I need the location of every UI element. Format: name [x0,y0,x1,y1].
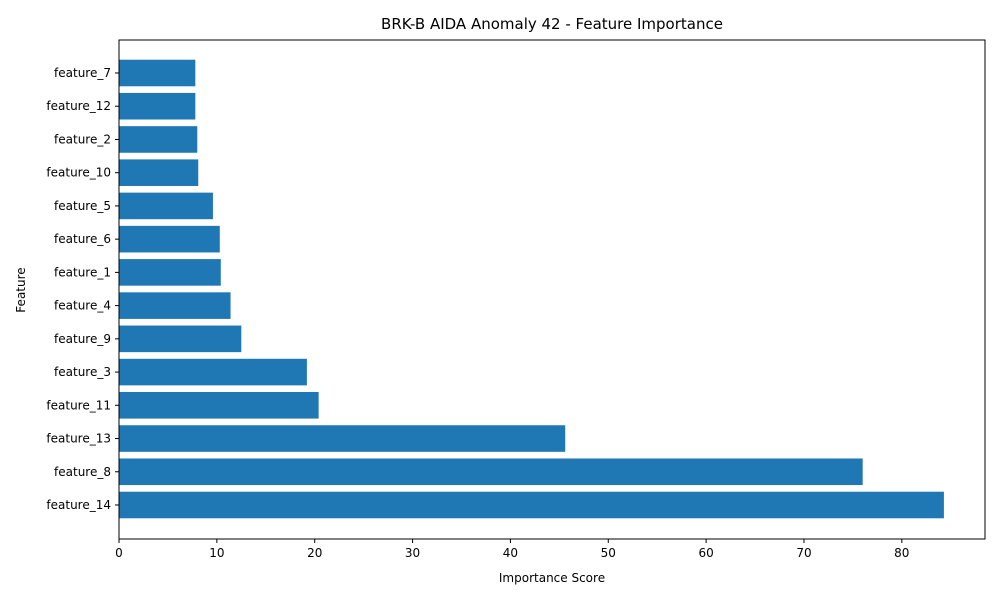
bar-feature-4 [119,292,231,319]
x-tick-label: 60 [698,546,713,560]
x-tick-label: 10 [209,546,224,560]
x-tick-label: 40 [503,546,518,560]
bar-feature-11 [119,392,319,419]
y-axis-label: Feature [14,267,28,312]
y-tick-label: feature_12 [46,99,111,113]
y-tick-label: feature_6 [54,232,111,246]
x-ticks-group: 0 10 20 30 40 50 60 70 80 [115,539,909,560]
x-tick-label: 20 [307,546,322,560]
x-axis-label: Importance Score [499,571,605,585]
plot-frame [118,39,986,540]
y-ticks-group: feature_14 feature_8 feature_13 feature_11 f… [46,66,119,512]
bar-feature-8 [119,458,863,486]
y-tick-label: feature_9 [54,332,111,346]
y-tick-label: feature_4 [54,299,111,313]
bar-feature-14 [119,491,944,519]
x-tick-label: 50 [601,546,616,560]
y-tick-label: feature_11 [46,398,111,412]
y-tick-label: feature_10 [46,166,111,180]
y-tick-label: feature_7 [54,66,111,80]
y-tick-label: feature_2 [54,132,111,146]
bar-feature-7 [119,59,196,87]
y-tick-label: feature_5 [54,199,111,213]
y-tick-label: feature_8 [54,465,111,479]
x-tick-label: 0 [115,546,123,560]
bars-group [119,59,944,519]
y-tick-label: feature_14 [46,498,111,512]
chart-title: BRK-B AIDA Anomaly 42 - Feature Importan… [381,15,723,33]
y-tick-label: feature_3 [54,365,111,379]
bar-feature-10 [119,159,199,186]
bar-feature-13 [119,425,566,452]
bar-feature-5 [119,192,213,220]
x-tick-label: 30 [405,546,420,560]
bar-feature-1 [119,259,221,286]
y-tick-label: feature_13 [46,432,111,446]
bar-feature-12 [119,92,196,120]
bar-feature-3 [119,358,307,386]
x-tick-label: 70 [796,546,811,560]
x-tick-label: 80 [894,546,909,560]
bar-feature-9 [119,325,242,353]
y-tick-label: feature_1 [54,265,111,279]
bar-feature-2 [119,126,198,153]
bar-feature-6 [119,225,220,253]
